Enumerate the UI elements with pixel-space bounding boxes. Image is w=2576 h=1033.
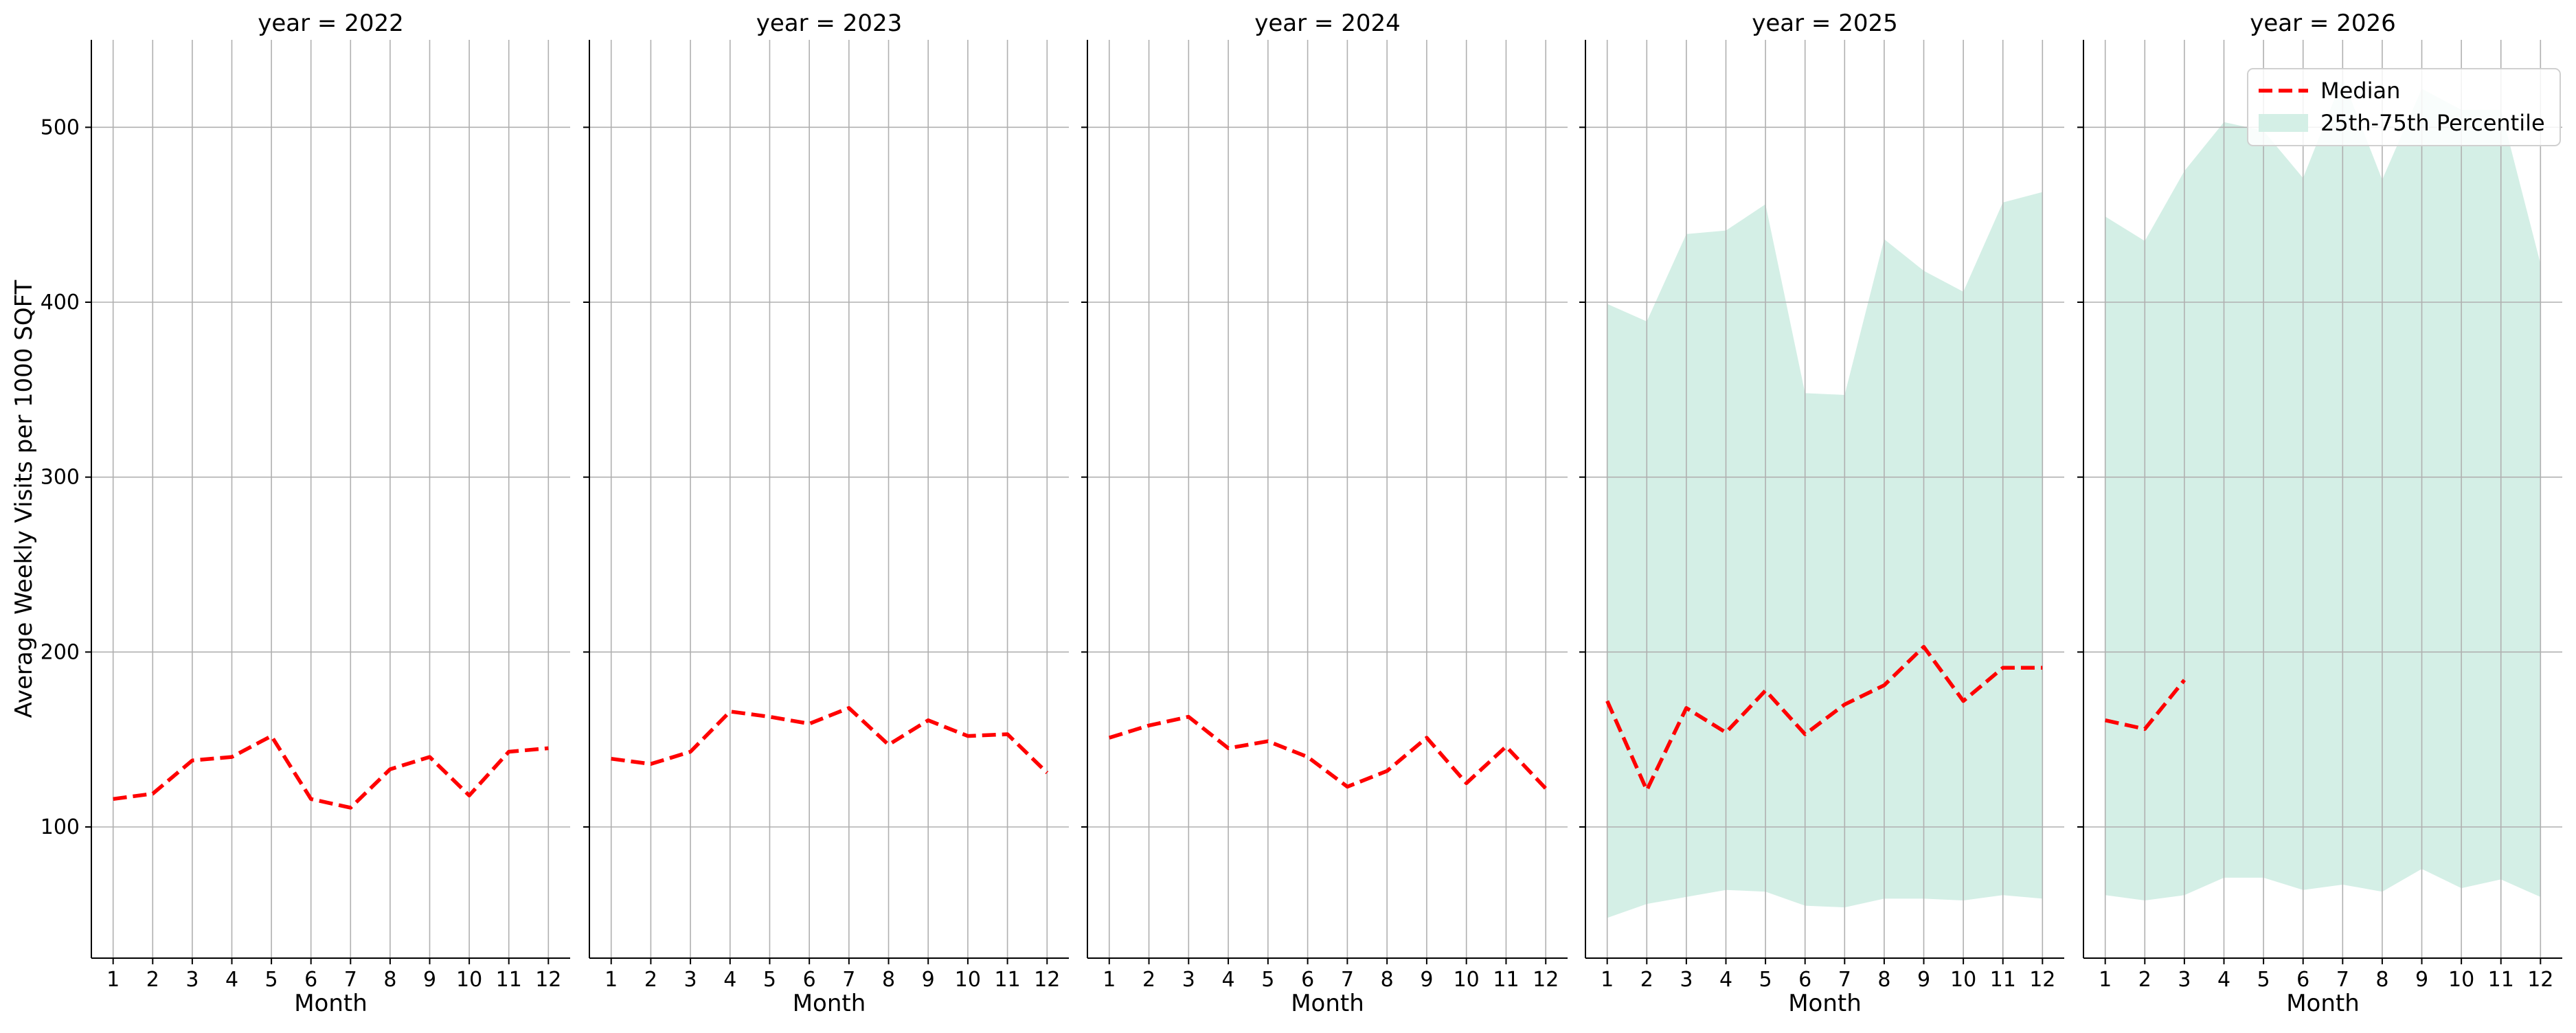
x-tick-label: 9 xyxy=(1420,968,1433,992)
x-axis-label: Month xyxy=(294,990,368,1017)
facet-title: year = 2026 xyxy=(2250,10,2395,37)
y-tick-label: 100 xyxy=(41,815,80,839)
x-tick-label: 12 xyxy=(1533,968,1559,992)
x-tick-label: 4 xyxy=(1222,968,1235,992)
x-tick-label: 11 xyxy=(1493,968,1519,992)
x-tick-label: 6 xyxy=(1301,968,1314,992)
x-tick-label: 1 xyxy=(1601,968,1614,992)
median-line-1 xyxy=(113,734,549,810)
x-tick-label: 3 xyxy=(185,968,199,992)
x-tick-label: 4 xyxy=(1719,968,1732,992)
x-tick-label: 12 xyxy=(2527,968,2553,992)
x-axis-label: Month xyxy=(1788,990,1862,1017)
x-tick-label: 3 xyxy=(2178,968,2191,992)
y-tick-label: 200 xyxy=(41,640,80,664)
x-tick-label: 8 xyxy=(882,968,895,992)
x-tick-label: 2 xyxy=(1142,968,1155,992)
x-tick-label: 12 xyxy=(1034,968,1060,992)
x-tick-label: 12 xyxy=(2029,968,2055,992)
x-tick-label: 11 xyxy=(1990,968,2016,992)
x-tick-label: 5 xyxy=(763,968,776,992)
x-tick-label: 6 xyxy=(2296,968,2309,992)
x-tick-label: 1 xyxy=(1103,968,1116,992)
x-tick-label: 5 xyxy=(1759,968,1772,992)
x-tick-label: 7 xyxy=(2336,968,2349,992)
x-tick-label: 3 xyxy=(1182,968,1195,992)
x-tick-label: 8 xyxy=(2375,968,2388,992)
x-tick-label: 6 xyxy=(304,968,317,992)
x-tick-label: 1 xyxy=(2099,968,2112,992)
x-tick-label: 4 xyxy=(225,968,238,992)
median-line-3 xyxy=(1108,714,1548,790)
median-line-5 xyxy=(2105,679,2187,731)
x-tick-label: 9 xyxy=(423,968,436,992)
x-tick-label: 2 xyxy=(644,968,657,992)
x-tick-label: 1 xyxy=(605,968,618,992)
x-tick-label: 8 xyxy=(383,968,396,992)
x-tick-label: 7 xyxy=(842,968,855,992)
x-tick-label: 2 xyxy=(1640,968,1653,992)
x-tick-label: 10 xyxy=(456,968,482,992)
x-tick-label: 10 xyxy=(1454,968,1480,992)
legend-median-label: Median xyxy=(2320,78,2400,104)
x-tick-label: 4 xyxy=(723,968,736,992)
facet-title: year = 2024 xyxy=(1254,10,1400,37)
x-tick-label: 10 xyxy=(2448,968,2474,992)
facet-title: year = 2022 xyxy=(258,10,403,37)
x-tick-label: 7 xyxy=(1838,968,1851,992)
x-tick-label: 11 xyxy=(994,968,1020,992)
x-tick-label: 1 xyxy=(106,968,120,992)
x-tick-label: 6 xyxy=(803,968,816,992)
x-axis-label: Month xyxy=(793,990,866,1017)
x-tick-label: 9 xyxy=(1917,968,1930,992)
y-tick-label: 400 xyxy=(41,291,80,315)
x-tick-label: 2 xyxy=(146,968,159,992)
x-tick-label: 5 xyxy=(1261,968,1274,992)
facet-title: year = 2023 xyxy=(756,10,902,37)
x-tick-label: 9 xyxy=(922,968,935,992)
y-tick-label: 300 xyxy=(41,466,80,490)
x-tick-label: 9 xyxy=(2415,968,2428,992)
x-tick-label: 6 xyxy=(1798,968,1811,992)
x-tick-label: 7 xyxy=(344,968,357,992)
percentile-band-5 xyxy=(2105,78,2541,900)
x-tick-label: 10 xyxy=(1950,968,1976,992)
x-tick-label: 5 xyxy=(265,968,278,992)
legend-band-label: 25th-75th Percentile xyxy=(2320,110,2545,136)
x-tick-label: 10 xyxy=(955,968,981,992)
legend-band-swatch xyxy=(2259,114,2308,132)
x-tick-label: 5 xyxy=(2257,968,2270,992)
legend-box xyxy=(2247,68,2561,146)
x-axis-label: Month xyxy=(1291,990,1364,1017)
x-tick-label: 7 xyxy=(1341,968,1354,992)
x-tick-label: 8 xyxy=(1877,968,1890,992)
y-tick-label: 500 xyxy=(41,115,80,139)
median-line-2 xyxy=(611,706,1049,775)
x-tick-label: 3 xyxy=(1680,968,1693,992)
x-tick-label: 4 xyxy=(2217,968,2230,992)
x-tick-label: 12 xyxy=(535,968,561,992)
x-tick-label: 8 xyxy=(1381,968,1394,992)
y-axis-label: Average Weekly Visits per 1000 SQFT xyxy=(10,280,38,718)
x-tick-label: 2 xyxy=(2138,968,2151,992)
percentile-band-4 xyxy=(1607,192,2043,918)
x-tick-label: 11 xyxy=(2488,968,2514,992)
x-tick-label: 11 xyxy=(496,968,522,992)
x-axis-label: Month xyxy=(2286,990,2360,1017)
x-tick-label: 3 xyxy=(684,968,697,992)
facet-title: year = 2025 xyxy=(1752,10,1897,37)
